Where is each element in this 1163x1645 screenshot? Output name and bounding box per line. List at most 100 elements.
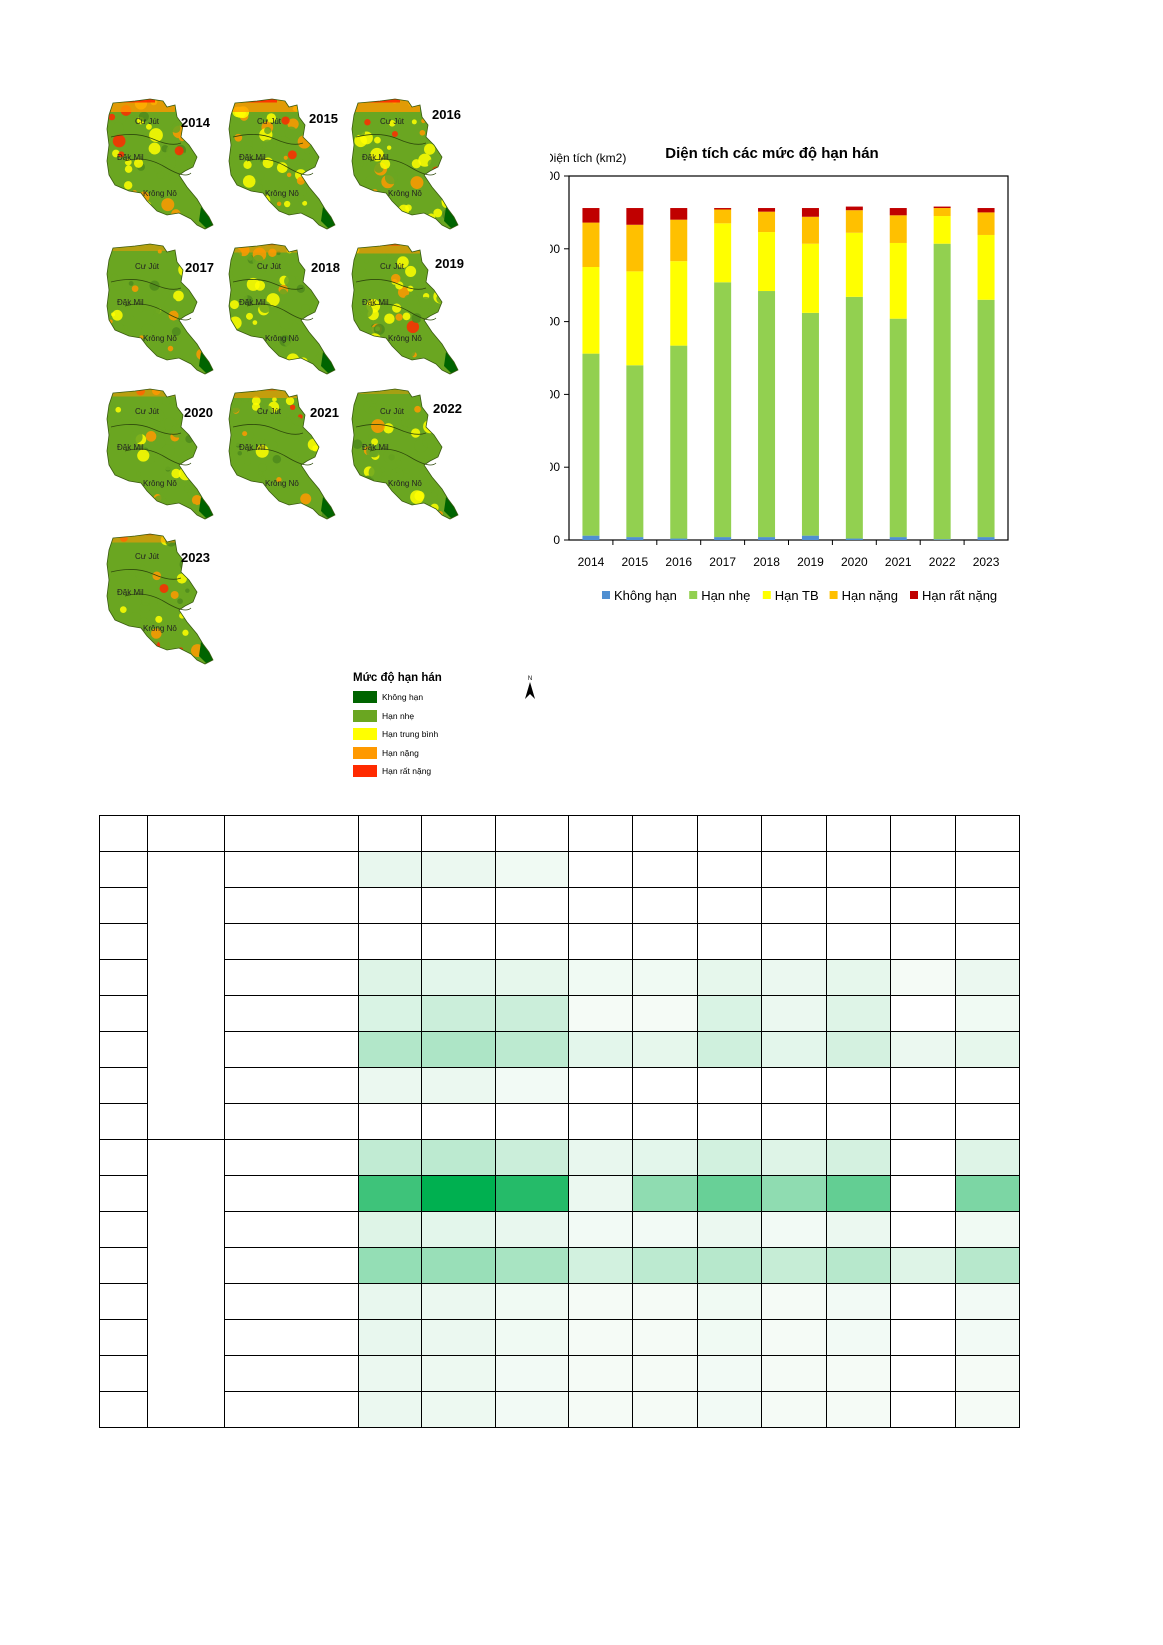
heat-cell <box>890 1211 956 1248</box>
heat-cell <box>697 959 762 996</box>
chart-legend-swatch <box>689 591 698 599</box>
district-map <box>228 388 336 520</box>
heat-cell <box>955 995 1020 1032</box>
heat-cell <box>890 1247 956 1284</box>
heat-cell <box>358 1211 422 1248</box>
bar-segment <box>933 539 951 540</box>
row-index-cell <box>99 1103 148 1140</box>
row-index-cell <box>99 1355 148 1392</box>
bar-segment <box>758 291 776 538</box>
drought-map-2023: Cư Jút Đăk Mil Krông Nô 2023 <box>105 530 227 675</box>
table-row <box>99 923 1020 960</box>
chart-legend-label: Không hạn <box>614 588 677 603</box>
y-tick-label: 0 <box>553 533 560 547</box>
place-label-middle: Đăk Mil <box>117 443 144 452</box>
heat-cell <box>421 923 496 960</box>
place-label-south: Krông Nô <box>388 189 422 198</box>
heat-cell <box>826 995 891 1032</box>
bar-segment <box>977 208 995 213</box>
heat-cell <box>955 887 1020 924</box>
table-row <box>99 815 1020 852</box>
heat-cell <box>495 1355 569 1392</box>
bar-segment <box>889 318 907 538</box>
row-index-cell <box>99 1283 148 1320</box>
place-label-middle: Đăk Mil <box>362 153 389 162</box>
place-label-middle: Đăk Mil <box>117 298 144 307</box>
bar-segment <box>977 299 995 538</box>
heat-cell <box>421 1031 496 1068</box>
heat-cell <box>632 851 698 888</box>
heat-cell <box>568 959 633 996</box>
district-map <box>351 98 459 230</box>
heat-cell <box>358 1319 422 1356</box>
map-year-label: 2017 <box>185 260 214 275</box>
heat-cell <box>421 1319 496 1356</box>
drought-map-2021: Cư Jút Đăk Mil Krông Nô 2021 <box>227 385 349 530</box>
row-label-cell <box>224 1175 359 1212</box>
place-label-middle: Đăk Mil <box>362 298 389 307</box>
heat-cell <box>890 959 956 996</box>
heat-cell <box>421 1103 496 1140</box>
heat-cell <box>632 887 698 924</box>
heat-cell <box>826 1031 891 1068</box>
heat-cell <box>697 1283 762 1320</box>
heat-cell <box>761 1211 827 1248</box>
bar-segment <box>714 208 732 210</box>
bar-segment <box>889 215 907 243</box>
heat-cell <box>568 887 633 924</box>
map-year-label: 2014 <box>181 115 210 130</box>
heat-cell <box>697 1247 762 1284</box>
heat-cell <box>697 1355 762 1392</box>
heat-cell <box>358 1139 422 1176</box>
heat-cell <box>358 959 422 996</box>
heat-cell <box>890 1391 956 1428</box>
heat-cell <box>421 1139 496 1176</box>
heat-cell <box>568 1319 633 1356</box>
legend-label: Hạn trung bình <box>382 729 439 740</box>
bar-segment <box>626 365 644 538</box>
heat-cell <box>495 1247 569 1284</box>
row-label-cell <box>224 1391 359 1428</box>
table-row <box>99 959 1020 996</box>
district-map <box>106 533 214 665</box>
place-label-middle: Đăk Mil <box>117 153 144 162</box>
chart-legend-swatch <box>910 591 918 599</box>
heat-cell <box>761 1175 827 1212</box>
legend-label: Hạn rất nặng <box>382 766 432 777</box>
chart-legend-label: Hạn nhẹ <box>701 588 750 603</box>
map-legend: Mức độ hạn hán Không hạn Hạn nhẹ Hạn trung… <box>353 672 493 781</box>
heat-cell <box>890 1031 956 1068</box>
bar-segment <box>933 208 951 217</box>
heat-cell <box>890 887 956 924</box>
x-tick-label: 2017 <box>709 555 736 569</box>
x-tick-label: 2023 <box>973 555 1000 569</box>
bar-segment <box>670 538 688 540</box>
row-label-cell <box>224 1355 359 1392</box>
heat-cell <box>955 1175 1020 1212</box>
heat-cell <box>826 959 891 996</box>
heat-cell <box>632 1247 698 1284</box>
place-label-north: Cư Jút <box>380 407 405 416</box>
place-label-north: Cư Jút <box>257 262 282 271</box>
drought-area-chart: Diện tích các mức độ hạn hán Diện tích (k… <box>550 140 1070 650</box>
district-map <box>106 98 214 230</box>
map-legend-item: Không hạn <box>353 688 493 707</box>
heat-cell <box>632 1211 698 1248</box>
row-label-cell <box>224 887 359 924</box>
table-row <box>99 995 1020 1032</box>
y-tick-label: 1500 <box>550 315 560 329</box>
heat-cell <box>632 1031 698 1068</box>
heat-cell <box>955 1211 1020 1248</box>
heat-cell <box>421 1283 496 1320</box>
bar-segment <box>758 537 776 540</box>
heat-cell <box>761 1247 827 1284</box>
map-year-label: 2018 <box>311 260 340 275</box>
row-label-cell <box>224 851 359 888</box>
place-label-middle: Đăk Mil <box>239 153 266 162</box>
heat-cell <box>761 815 827 852</box>
heat-cell <box>495 1103 569 1140</box>
place-label-middle: Đăk Mil <box>239 443 266 452</box>
place-label-south: Krông Nô <box>388 479 422 488</box>
table-row <box>99 1247 1020 1284</box>
bar-segment <box>933 206 951 209</box>
